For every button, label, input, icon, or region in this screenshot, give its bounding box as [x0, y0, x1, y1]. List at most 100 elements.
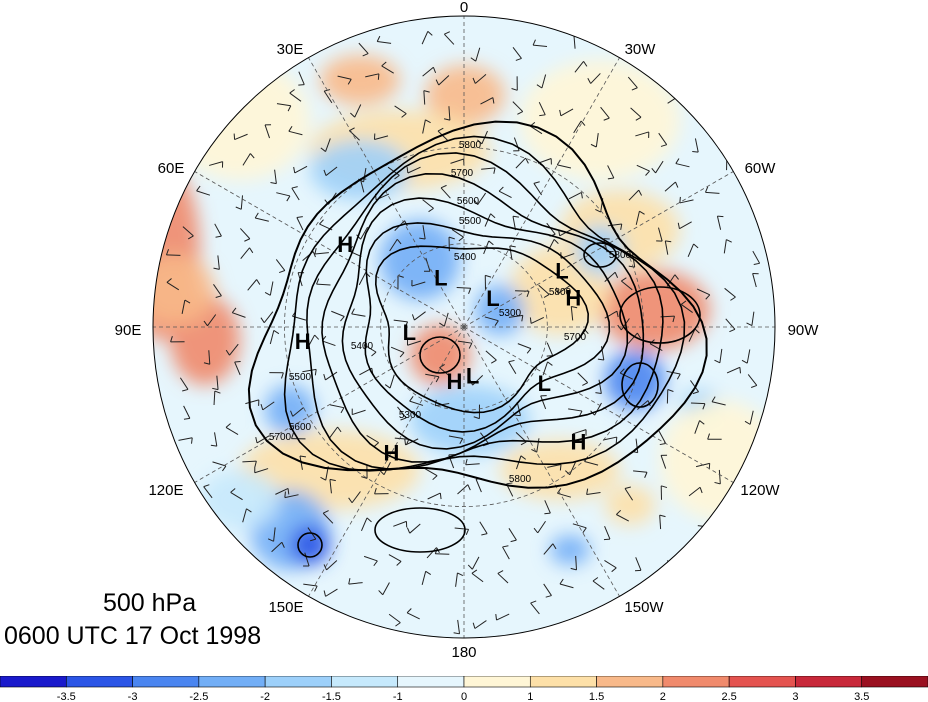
wind-barb [214, 223, 222, 237]
wind-barb [569, 461, 577, 475]
wind-barb [425, 373, 440, 378]
contour-label: 5500 [289, 372, 312, 383]
wind-barb [502, 546, 510, 560]
wind-barb [427, 492, 441, 500]
wind-barb [242, 508, 247, 523]
wind-barb [484, 316, 499, 322]
wind-barb [688, 486, 701, 497]
wind-barb [538, 101, 546, 116]
contour-label: 5800 [459, 140, 482, 151]
colorbar-box [795, 676, 863, 688]
wind-barb [245, 399, 259, 405]
wind-barb [530, 602, 540, 615]
colorbar-tick-label: -3 [128, 691, 138, 702]
longitude-label: 0 [460, 0, 468, 16]
wind-barb [586, 491, 601, 496]
longitude-label: 150E [268, 599, 303, 616]
wind-barb [361, 517, 368, 531]
wind-barb [166, 254, 181, 256]
lat-lon-grid [153, 16, 775, 638]
wind-barb [559, 583, 574, 589]
closed-contour [297, 532, 323, 558]
wind-barb [557, 492, 572, 498]
meridian-line [194, 171, 465, 328]
contour-label: 5700 [269, 432, 292, 443]
wind-barb [443, 312, 449, 327]
wind-barb [657, 227, 663, 242]
wind-barb [394, 105, 407, 115]
wind-barb [381, 65, 394, 74]
wind-barb [377, 41, 392, 44]
wind-barb [592, 580, 605, 590]
wind-barb [680, 304, 693, 313]
longitude-label: 150W [624, 599, 664, 616]
high-pressure-center: H [571, 429, 587, 454]
wind-barb [269, 281, 274, 296]
wind-barb [363, 167, 367, 182]
longitude-label: 60E [158, 160, 185, 177]
wind-barb [422, 119, 426, 134]
wind-barb [749, 410, 754, 425]
wind-barb [747, 374, 758, 386]
low-pressure-center: L [538, 371, 551, 396]
wind-barb [264, 124, 271, 139]
contour-label: 5800 [509, 474, 532, 485]
wind-barb [454, 527, 469, 530]
valid-time-title: 0600 UTC 17 Oct 1998 [4, 622, 262, 650]
colorbar-box [861, 676, 928, 688]
wind-barb [366, 434, 379, 444]
wind-barb [294, 165, 308, 174]
wind-barb [512, 216, 517, 231]
wind-barb [354, 104, 362, 118]
wind-barb [291, 187, 300, 201]
wind-barb [543, 543, 554, 555]
wind-barb [229, 343, 239, 356]
wind-barb [635, 211, 640, 225]
wind-barb [209, 161, 223, 166]
wind-barb [183, 405, 191, 419]
wind-barb [630, 107, 642, 118]
wind-barb [627, 76, 638, 89]
wind-barb [325, 138, 331, 152]
closed-contour [619, 286, 701, 344]
contour-label: 5800 [609, 250, 632, 261]
wind-barb [512, 47, 522, 59]
wind-barb [407, 340, 421, 346]
meridian-line [308, 326, 465, 597]
wind-barb [508, 528, 517, 541]
meridian-line [463, 326, 734, 483]
wind-barb [621, 280, 633, 291]
wind-barb [547, 239, 555, 253]
wind-barb [616, 514, 629, 522]
wind-barb [544, 500, 551, 514]
wind-barb [457, 340, 472, 344]
colorbar-box [198, 676, 266, 688]
wind-barb [607, 165, 615, 179]
colorbar-box [132, 676, 200, 688]
wind-barb [694, 420, 701, 434]
high-pressure-center: H [447, 369, 463, 394]
colorbar-tick-label: -1.5 [322, 691, 341, 702]
wind-barb [390, 346, 405, 354]
wind-barb [247, 279, 258, 291]
wind-barb [178, 437, 193, 441]
wind-barb [213, 284, 222, 297]
wind-barb [288, 130, 303, 136]
closed-contour [374, 507, 466, 553]
colorbar-box [331, 676, 399, 688]
longitude-label: 30E [277, 41, 304, 58]
wind-barb [679, 221, 692, 230]
wind-barb [256, 435, 270, 444]
wind-barb [515, 157, 526, 169]
height-contour [321, 172, 645, 463]
wind-barb [590, 73, 601, 84]
colorbar-box [264, 676, 332, 688]
wind-barb [719, 348, 723, 363]
wind-barb [604, 271, 616, 282]
wind-barb [604, 559, 617, 569]
wind-barb [276, 103, 291, 107]
wind-barb [203, 486, 213, 499]
wind-barb [726, 366, 741, 374]
wind-barb [422, 66, 434, 77]
wind-barb [393, 319, 408, 323]
